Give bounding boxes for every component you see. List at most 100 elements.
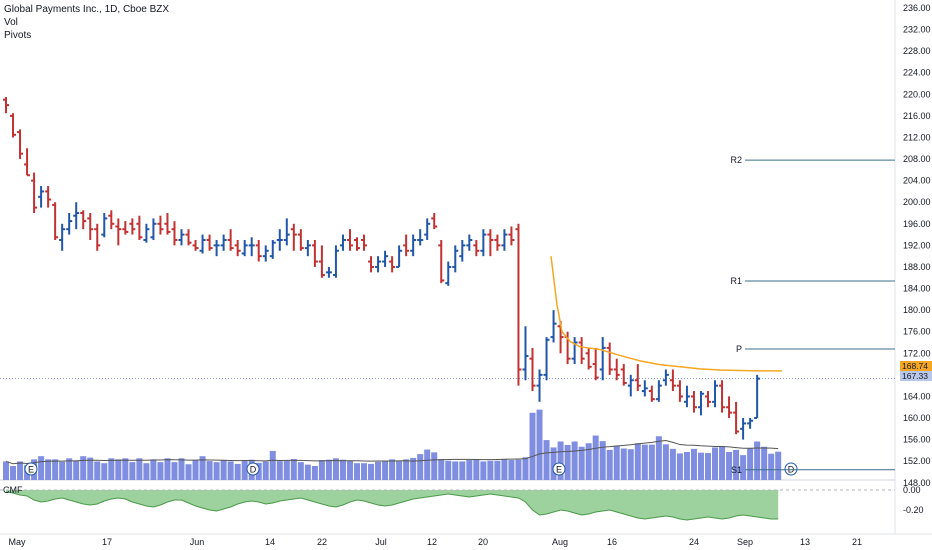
volume-bar (297, 462, 304, 480)
ohlc-bar (3, 97, 9, 114)
volume-bar (676, 453, 683, 480)
ohlc-bar (599, 337, 606, 381)
event-marker-icon (552, 462, 566, 476)
volume-bar (452, 461, 459, 480)
ohlc-bar (192, 239, 199, 251)
volume-bar (501, 459, 508, 480)
volume-bar (550, 447, 557, 480)
volume-bar (733, 449, 740, 480)
ohlc-bar (641, 380, 648, 397)
price-tick-label: 184.00 (903, 284, 931, 294)
volume-bar (424, 449, 431, 480)
volume-ma-line (5, 440, 779, 465)
time-tick-label: Sep (737, 537, 753, 547)
volume-bar (403, 459, 410, 480)
volume-bar (234, 463, 241, 480)
volume-bar (66, 458, 73, 480)
volume-bar (571, 441, 578, 480)
volume-bar (361, 463, 368, 480)
volume-bar (564, 445, 571, 480)
ohlc-bar (17, 129, 24, 160)
volume-bar (269, 450, 276, 480)
volume-bar (634, 443, 641, 480)
ohlc-bar (150, 218, 157, 240)
ohlc-bar (80, 210, 87, 230)
volume-bar (143, 463, 150, 480)
volume-bar (304, 464, 311, 480)
ohlc-bar (543, 337, 550, 381)
ohlc-bar (480, 229, 487, 257)
ohlc-bar (255, 239, 262, 262)
volume-bar (108, 458, 115, 480)
ohlc-bar (459, 239, 466, 262)
price-tick-label: 188.00 (903, 262, 931, 272)
cmf-indicator-label[interactable]: CMF (3, 485, 23, 495)
volume-bar (241, 460, 248, 480)
time-tick-label: 12 (427, 537, 437, 547)
ohlc-bar (754, 374, 761, 420)
ohlc-bar (719, 380, 726, 413)
volume-bar (740, 455, 747, 480)
price-tick-label: 224.00 (903, 68, 931, 78)
event-marker-icon (784, 462, 798, 476)
ohlc-bar (220, 234, 227, 251)
price-tick-label: 220.00 (903, 89, 931, 99)
ohlc-bar (115, 218, 122, 246)
ohlc-bar (94, 223, 101, 251)
ohlc-bar (332, 245, 339, 278)
volume-bar (508, 460, 515, 480)
price-tick-label: 216.00 (903, 111, 931, 121)
pivots-indicator-label[interactable]: Pivots (4, 30, 32, 41)
volume-bar (438, 459, 445, 480)
ohlc-bar (129, 218, 136, 235)
ohlc-bar (269, 239, 276, 259)
time-tick-label: 20 (478, 537, 488, 547)
ohlc-bar (747, 418, 754, 429)
volume-bar (382, 461, 389, 480)
volume-bar (747, 448, 754, 480)
ohlc-bar (10, 113, 17, 138)
ohlc-bar (45, 186, 52, 208)
ohlc-bar (473, 239, 480, 257)
ohlc-bar (669, 369, 676, 392)
ohlc-bar (290, 223, 297, 251)
volume-bar (726, 452, 733, 480)
time-tick-label: 17 (102, 537, 112, 547)
volume-bar (101, 463, 108, 480)
volume-bar (129, 462, 136, 480)
symbol-title[interactable]: Global Payments Inc., 1D, Cboe BZX (4, 4, 170, 15)
event-marker-letter: E (28, 465, 34, 475)
ohlc-bar (424, 218, 431, 240)
ohlc-bar (592, 347, 599, 381)
volume-bar (613, 445, 620, 480)
volume-bar (648, 444, 655, 480)
ohlc-bar (536, 369, 543, 402)
volume-bar (417, 454, 424, 480)
ohlc-bar (73, 202, 80, 230)
volume-bar (712, 447, 719, 480)
volume-bar (325, 459, 332, 480)
time-tick-label: 13 (800, 537, 810, 547)
volume-bar (354, 463, 360, 480)
ohlc-bar (325, 266, 332, 278)
ohlc-bar (501, 229, 508, 251)
volume-bar (655, 436, 662, 480)
volume-bar (368, 463, 375, 480)
ohlc-bar (620, 364, 627, 386)
ohlc-bar (683, 385, 690, 408)
volume-bar (311, 466, 318, 480)
vol-indicator-label[interactable]: Vol (4, 17, 18, 28)
volume-bar (213, 462, 220, 480)
price-tick-label: 196.00 (903, 219, 931, 229)
volume-bar (185, 464, 192, 480)
ohlc-bar (136, 215, 143, 240)
volume-bar (445, 460, 452, 480)
volume-bar (536, 409, 543, 480)
time-tick-label: 24 (689, 537, 699, 547)
volume-bar (192, 460, 199, 480)
volume-bar (87, 457, 94, 480)
price-tick-label: 160.00 (903, 413, 931, 423)
volume-bar (220, 460, 227, 480)
ohlc-bar (662, 369, 669, 386)
